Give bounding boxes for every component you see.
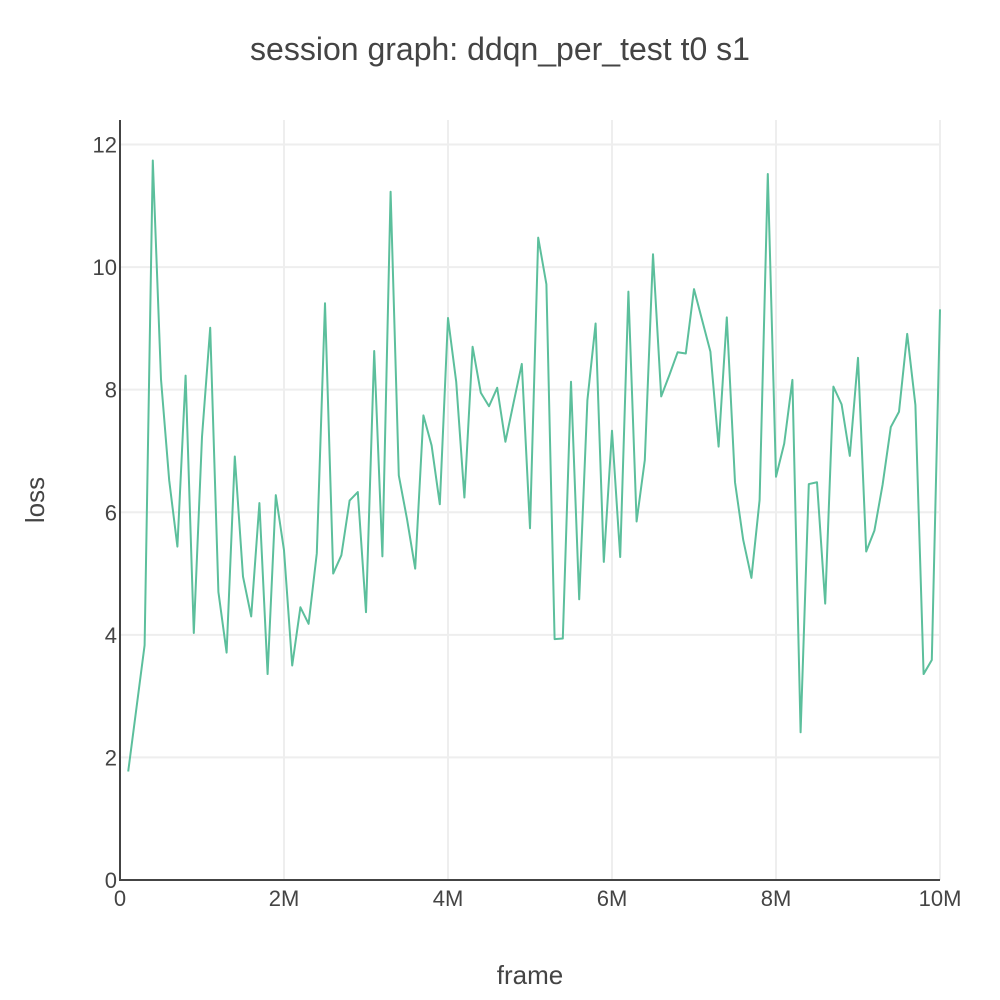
- y-tick-label: 4: [105, 623, 117, 648]
- plot-area: [127, 159, 941, 772]
- axes: [119, 120, 940, 881]
- tick-labels: 0 2 4 6 8 10 12 0 2M 4M 6M 8M 10M: [93, 133, 962, 911]
- x-tick-label: 10M: [919, 886, 962, 911]
- x-tick-label: 2M: [269, 886, 300, 911]
- grid: [120, 120, 941, 880]
- x-axis-title: frame: [497, 960, 563, 990]
- x-tick-label: 8M: [761, 886, 792, 911]
- y-tick-label: 0: [105, 868, 117, 893]
- x-tick-label: 4M: [433, 886, 464, 911]
- y-tick-label: 8: [105, 378, 117, 403]
- series-line: [127, 159, 941, 772]
- chart-title: session graph: ddqn_per_test t0 s1: [250, 31, 750, 67]
- y-tick-label: 12: [93, 133, 117, 158]
- y-tick-label: 10: [93, 255, 117, 280]
- y-tick-label: 6: [105, 500, 117, 525]
- x-tick-label: 0: [114, 886, 126, 911]
- y-tick-label: 2: [105, 745, 117, 770]
- y-axis-title: loss: [20, 477, 50, 523]
- x-tick-label: 6M: [597, 886, 628, 911]
